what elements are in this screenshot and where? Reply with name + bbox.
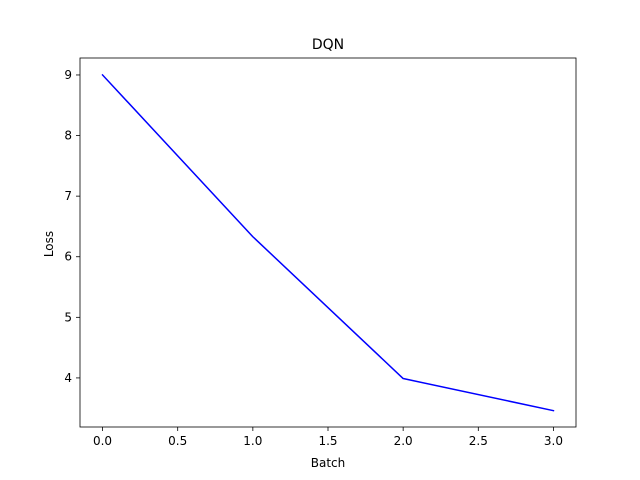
plot-area: 0.0 0.5 1.0 1.5 2.0 2.5 3.0 4 5 6 7 8 9 xyxy=(64,57,577,448)
x-tick-label: 0.0 xyxy=(93,434,112,448)
x-tick-label: 2.5 xyxy=(469,434,488,448)
y-tick-label: 8 xyxy=(64,129,72,143)
y-tick-label: 9 xyxy=(64,68,72,82)
x-tick-label: 1.5 xyxy=(318,434,337,448)
x-tick-label: 0.5 xyxy=(168,434,187,448)
y-axis-title: Loss xyxy=(42,231,56,257)
series-line-0 xyxy=(101,73,555,412)
y-tick-label: 6 xyxy=(64,250,72,264)
x-tick-label: 1.0 xyxy=(243,434,262,448)
x-axis-title: Batch xyxy=(311,456,346,470)
y-tick-label: 4 xyxy=(64,371,72,385)
y-tick-label: 7 xyxy=(64,189,72,203)
y-tick-label: 5 xyxy=(64,310,72,324)
chart-title: DQN xyxy=(312,37,344,53)
x-tick-label: 3.0 xyxy=(544,434,563,448)
x-tick-label: 2.0 xyxy=(394,434,413,448)
